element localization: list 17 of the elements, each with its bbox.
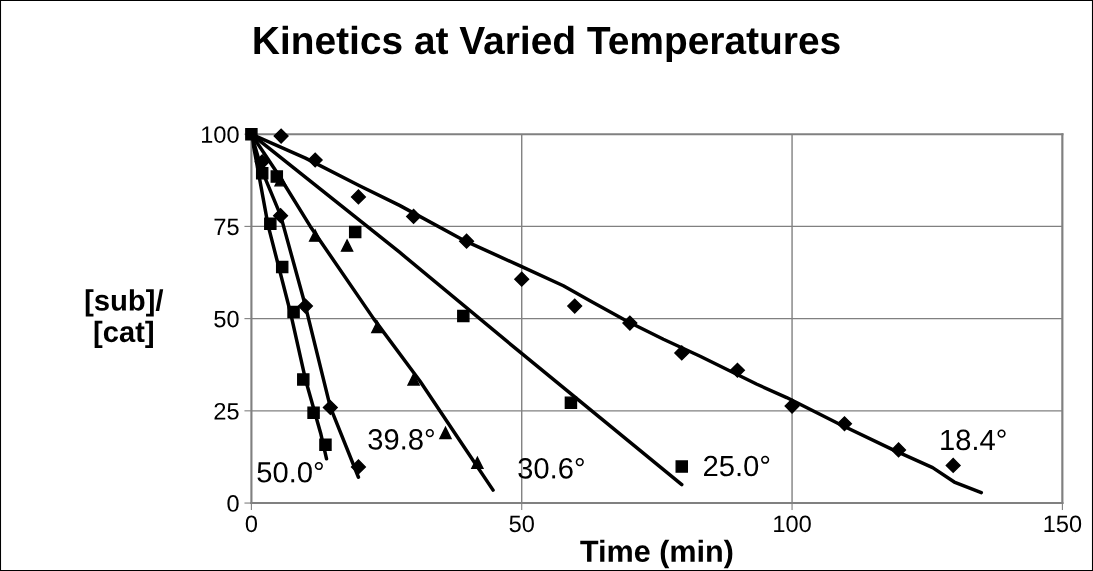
chart-title: Kinetics at Varied Temperatures	[254, 25, 840, 62]
x-tick-label: 50	[509, 515, 534, 533]
x-tick-label: 100	[774, 515, 811, 533]
x-axis-title: Time (min)	[580, 539, 733, 569]
y-axis-title: [sub]/ [cat]	[85, 289, 164, 348]
y-tick-label: 0	[227, 495, 239, 512]
x-tick-label: 0	[245, 515, 258, 533]
y-tick-label: 100	[201, 126, 239, 143]
x-tick-label: 150	[1044, 515, 1082, 533]
annotation: 30.6°	[518, 458, 584, 479]
y-tick-label: 75	[214, 218, 239, 236]
y-tick-label: 50	[214, 310, 239, 328]
annotation: 39.8°	[368, 429, 434, 450]
y-tick-label: 25	[214, 402, 239, 420]
annotation: 25.0°	[704, 455, 770, 477]
annotation: 50.0°	[257, 461, 323, 483]
annotation: 18.4°	[941, 429, 1006, 451]
